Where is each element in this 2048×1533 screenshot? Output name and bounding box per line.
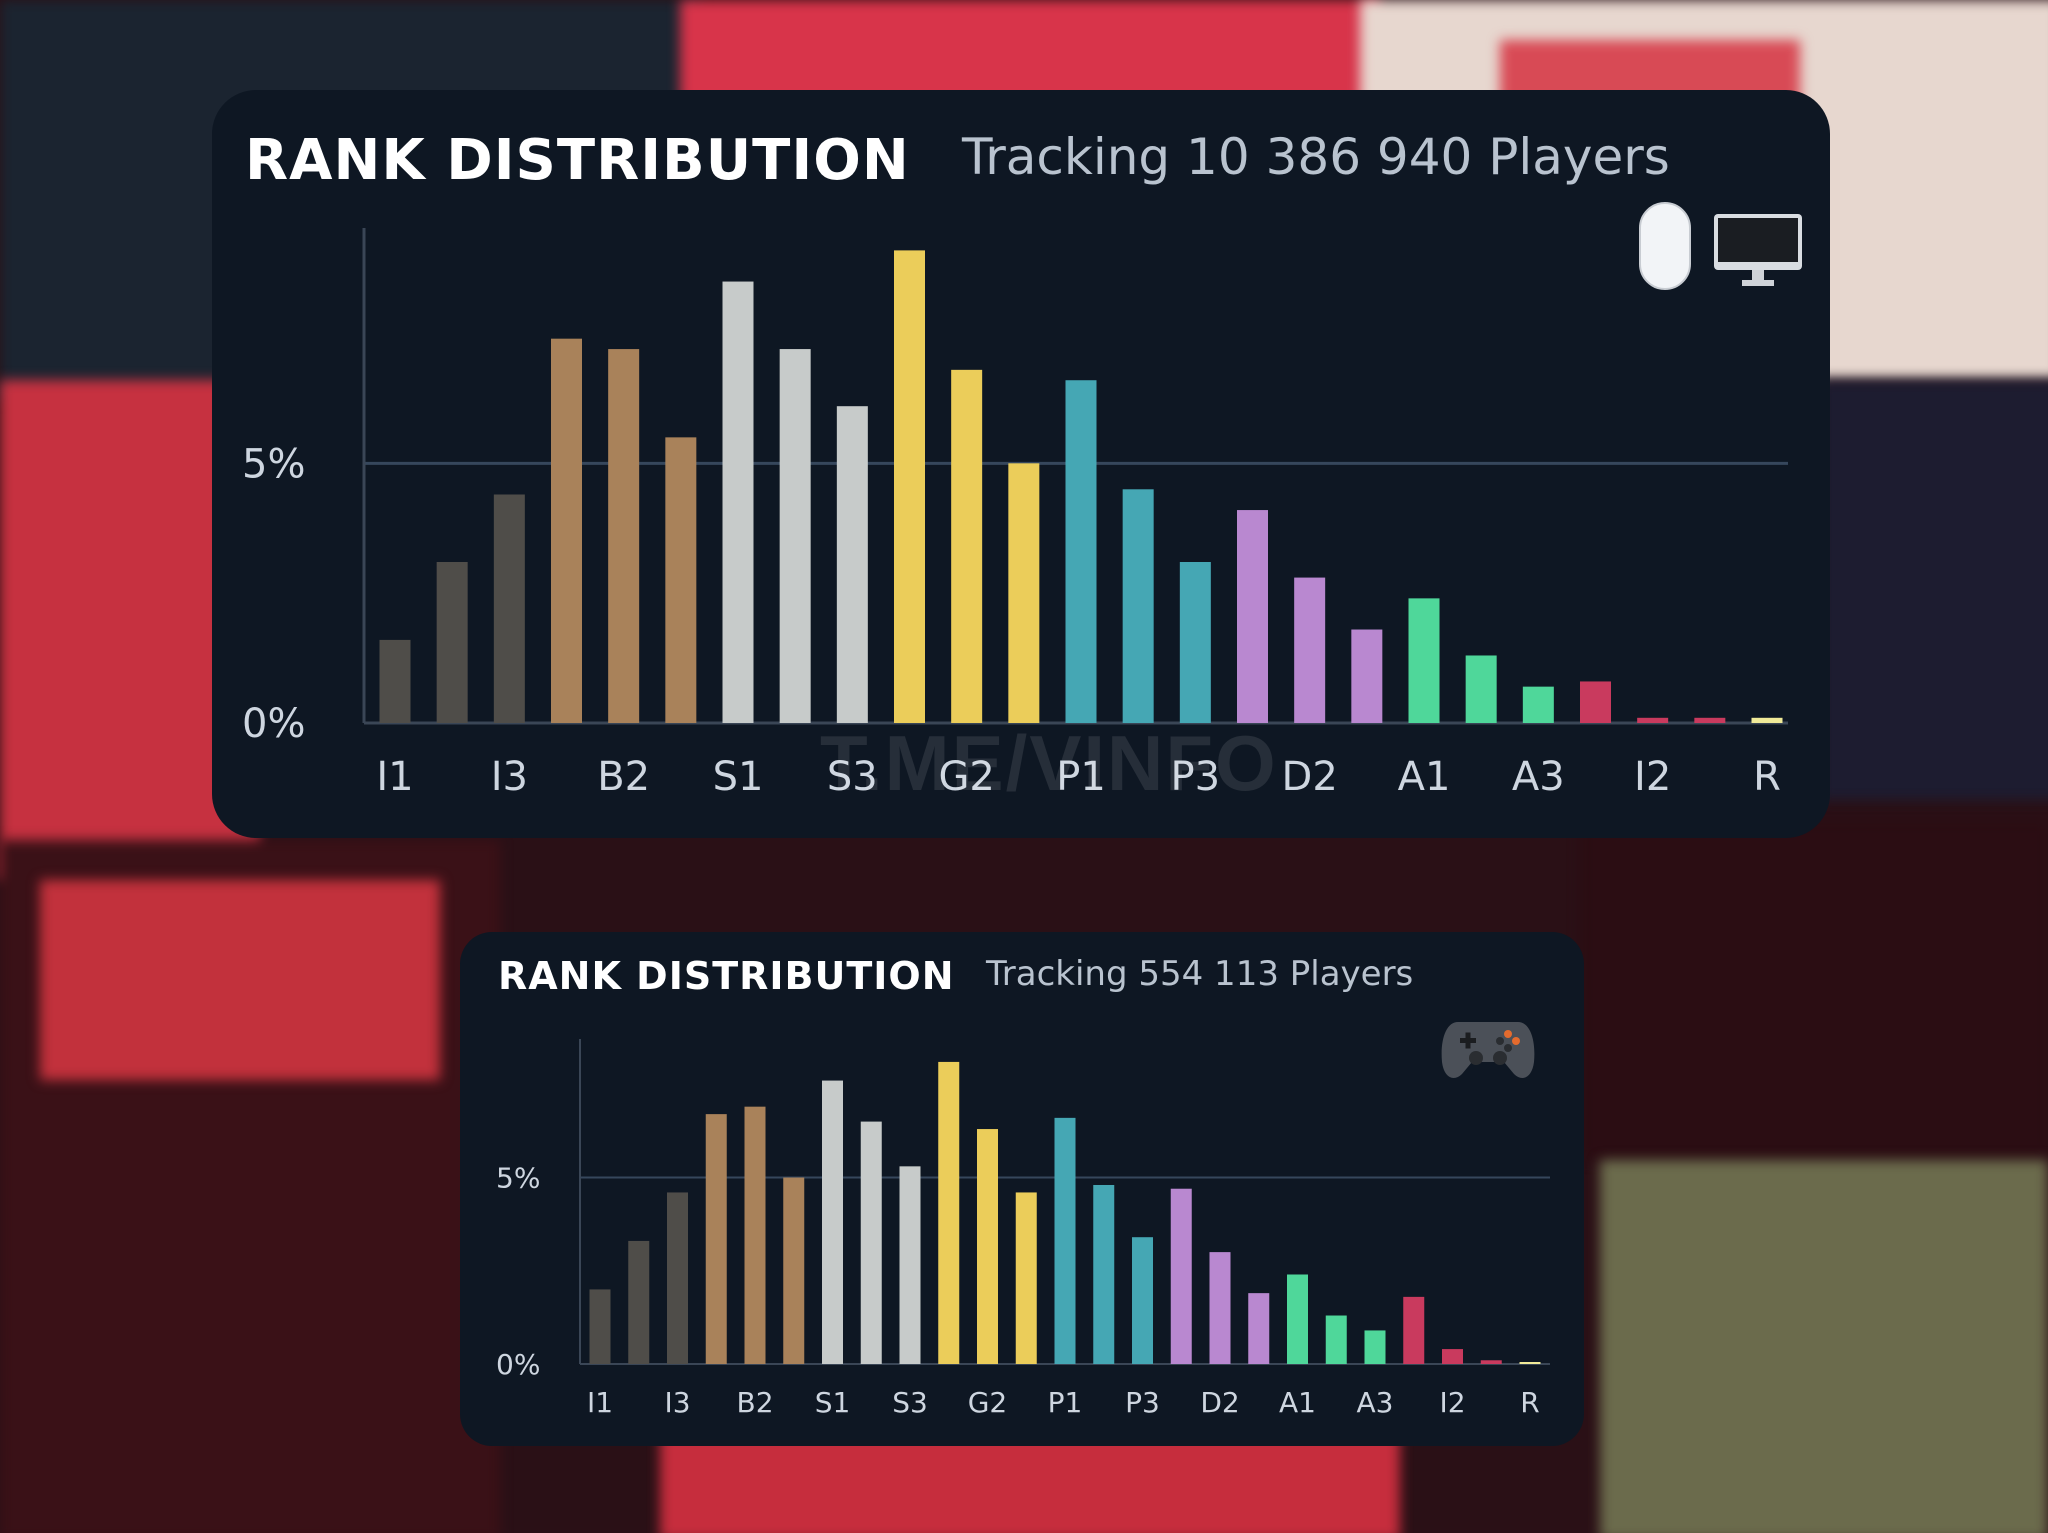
console-bar — [1093, 1184, 1115, 1364]
console-bar — [744, 1106, 766, 1364]
console-x-tick-label: S3 — [892, 1386, 928, 1419]
console-x-tick-label: G2 — [968, 1386, 1008, 1419]
pc-bar — [1351, 629, 1383, 723]
pc-x-tick-label: G2 — [938, 754, 994, 800]
pc-rank-bar-chart: 5% 0% I1 I3 B2 S1 S3 G2 P1 P3 D2 A1 A3 I2 R — [242, 228, 1788, 800]
console-bar — [705, 1114, 727, 1364]
pc-x-tick-label: R — [1753, 754, 1781, 800]
console-x-tick-label: I3 — [664, 1386, 690, 1419]
pc-bar — [1294, 577, 1326, 723]
console-x-tick-label: P1 — [1048, 1386, 1083, 1419]
pc-x-tick-label: P1 — [1056, 754, 1106, 800]
pc-rank-distribution-card: RANK DISTRIBUTION Tracking 10 386 940 Pl… — [212, 90, 1830, 838]
pc-y-tick-label: 5% — [242, 441, 305, 487]
console-bar — [783, 1177, 805, 1364]
pc-x-tick-label: A3 — [1512, 754, 1565, 800]
pc-bar — [379, 639, 411, 723]
console-bar — [822, 1080, 843, 1364]
console-rank-distribution-card: RANK DISTRIBUTION Tracking 554 113 Playe… — [460, 932, 1584, 1446]
console-bar — [1519, 1362, 1541, 1364]
console-bar — [1403, 1296, 1425, 1364]
console-bar — [1209, 1252, 1231, 1364]
pc-bar — [1751, 717, 1783, 723]
console-bar — [1054, 1117, 1076, 1364]
console-x-tick-label: A3 — [1357, 1386, 1394, 1419]
pc-x-tick-label: P3 — [1171, 754, 1221, 800]
console-x-tick-label: S1 — [815, 1386, 851, 1419]
console-bar — [667, 1192, 688, 1364]
pc-bar — [551, 338, 582, 723]
pc-bar — [722, 281, 754, 723]
pc-x-tick-label: A1 — [1398, 754, 1451, 800]
pc-bar — [1122, 489, 1154, 723]
console-bar — [1248, 1293, 1270, 1364]
pc-bar — [436, 562, 468, 723]
pc-y-tick-label: 0% — [242, 701, 305, 747]
console-bar — [1132, 1237, 1153, 1364]
pc-bar — [1065, 380, 1097, 723]
console-bar — [1287, 1274, 1308, 1364]
console-x-tick-label: I1 — [587, 1386, 613, 1419]
pc-x-tick-label: I1 — [376, 754, 413, 800]
pc-bar — [1522, 686, 1554, 723]
console-bar — [1480, 1360, 1502, 1364]
console-x-tick-label: B2 — [736, 1386, 773, 1419]
pc-bar — [951, 369, 983, 723]
console-bar — [1364, 1330, 1386, 1364]
mouse-icon — [1639, 202, 1691, 290]
console-y-tick-label: 5% — [496, 1162, 540, 1195]
pc-x-tick-label: D2 — [1282, 754, 1338, 800]
console-x-tick-label: P3 — [1125, 1386, 1160, 1419]
pc-bar — [894, 250, 925, 724]
console-x-tick-label: D2 — [1200, 1386, 1239, 1419]
pc-bar — [1694, 717, 1726, 723]
pc-x-tick-label: B2 — [597, 754, 650, 800]
pc-bar — [836, 406, 868, 723]
pc-x-tick-label: S1 — [713, 754, 764, 800]
console-y-tick-label: 0% — [496, 1348, 540, 1381]
console-x-tick-label: R — [1520, 1386, 1539, 1419]
pc-x-tick-label: I2 — [1634, 754, 1671, 800]
pc-bar — [1580, 681, 1611, 723]
console-bar — [589, 1289, 611, 1364]
console-player-count: Tracking 554 113 Players — [986, 954, 1414, 994]
console-bar — [938, 1061, 960, 1364]
console-x-tick-label: I2 — [1439, 1386, 1465, 1419]
pc-x-tick-label: S3 — [827, 754, 878, 800]
gamepad-icon — [1441, 1022, 1535, 1078]
console-rank-bar-chart: 5% 0% I1 I3 B2 S1 S3 G2 P1 P3 D2 A1 A3 I2 R — [496, 1039, 1550, 1419]
console-bar — [860, 1121, 882, 1364]
console-bar — [1170, 1188, 1192, 1364]
pc-player-count: Tracking 10 386 940 Players — [962, 128, 1670, 186]
pc-bar — [608, 349, 640, 723]
pc-chart-title: RANK DISTRIBUTION — [245, 128, 910, 193]
console-bar — [1015, 1192, 1037, 1364]
console-bar — [977, 1129, 998, 1364]
pc-bar — [1637, 717, 1669, 723]
pc-bar — [1408, 598, 1440, 723]
pc-bar — [665, 437, 697, 723]
pc-x-tick-label: I3 — [491, 754, 528, 800]
pc-bar — [1008, 463, 1040, 723]
pc-bar — [1237, 510, 1268, 723]
console-bar — [628, 1240, 650, 1364]
monitor-icon — [1714, 214, 1802, 286]
console-bar — [1325, 1315, 1347, 1364]
console-chart-title: RANK DISTRIBUTION — [498, 954, 955, 998]
console-x-tick-label: A1 — [1279, 1386, 1316, 1419]
pc-bar — [1179, 562, 1211, 723]
pc-bar — [779, 349, 811, 723]
watermark-text: T.ME/VINFO — [820, 719, 1278, 807]
pc-bar — [493, 494, 525, 723]
console-bar — [899, 1166, 921, 1364]
console-bar — [1442, 1349, 1463, 1364]
pc-bar — [1465, 655, 1497, 723]
